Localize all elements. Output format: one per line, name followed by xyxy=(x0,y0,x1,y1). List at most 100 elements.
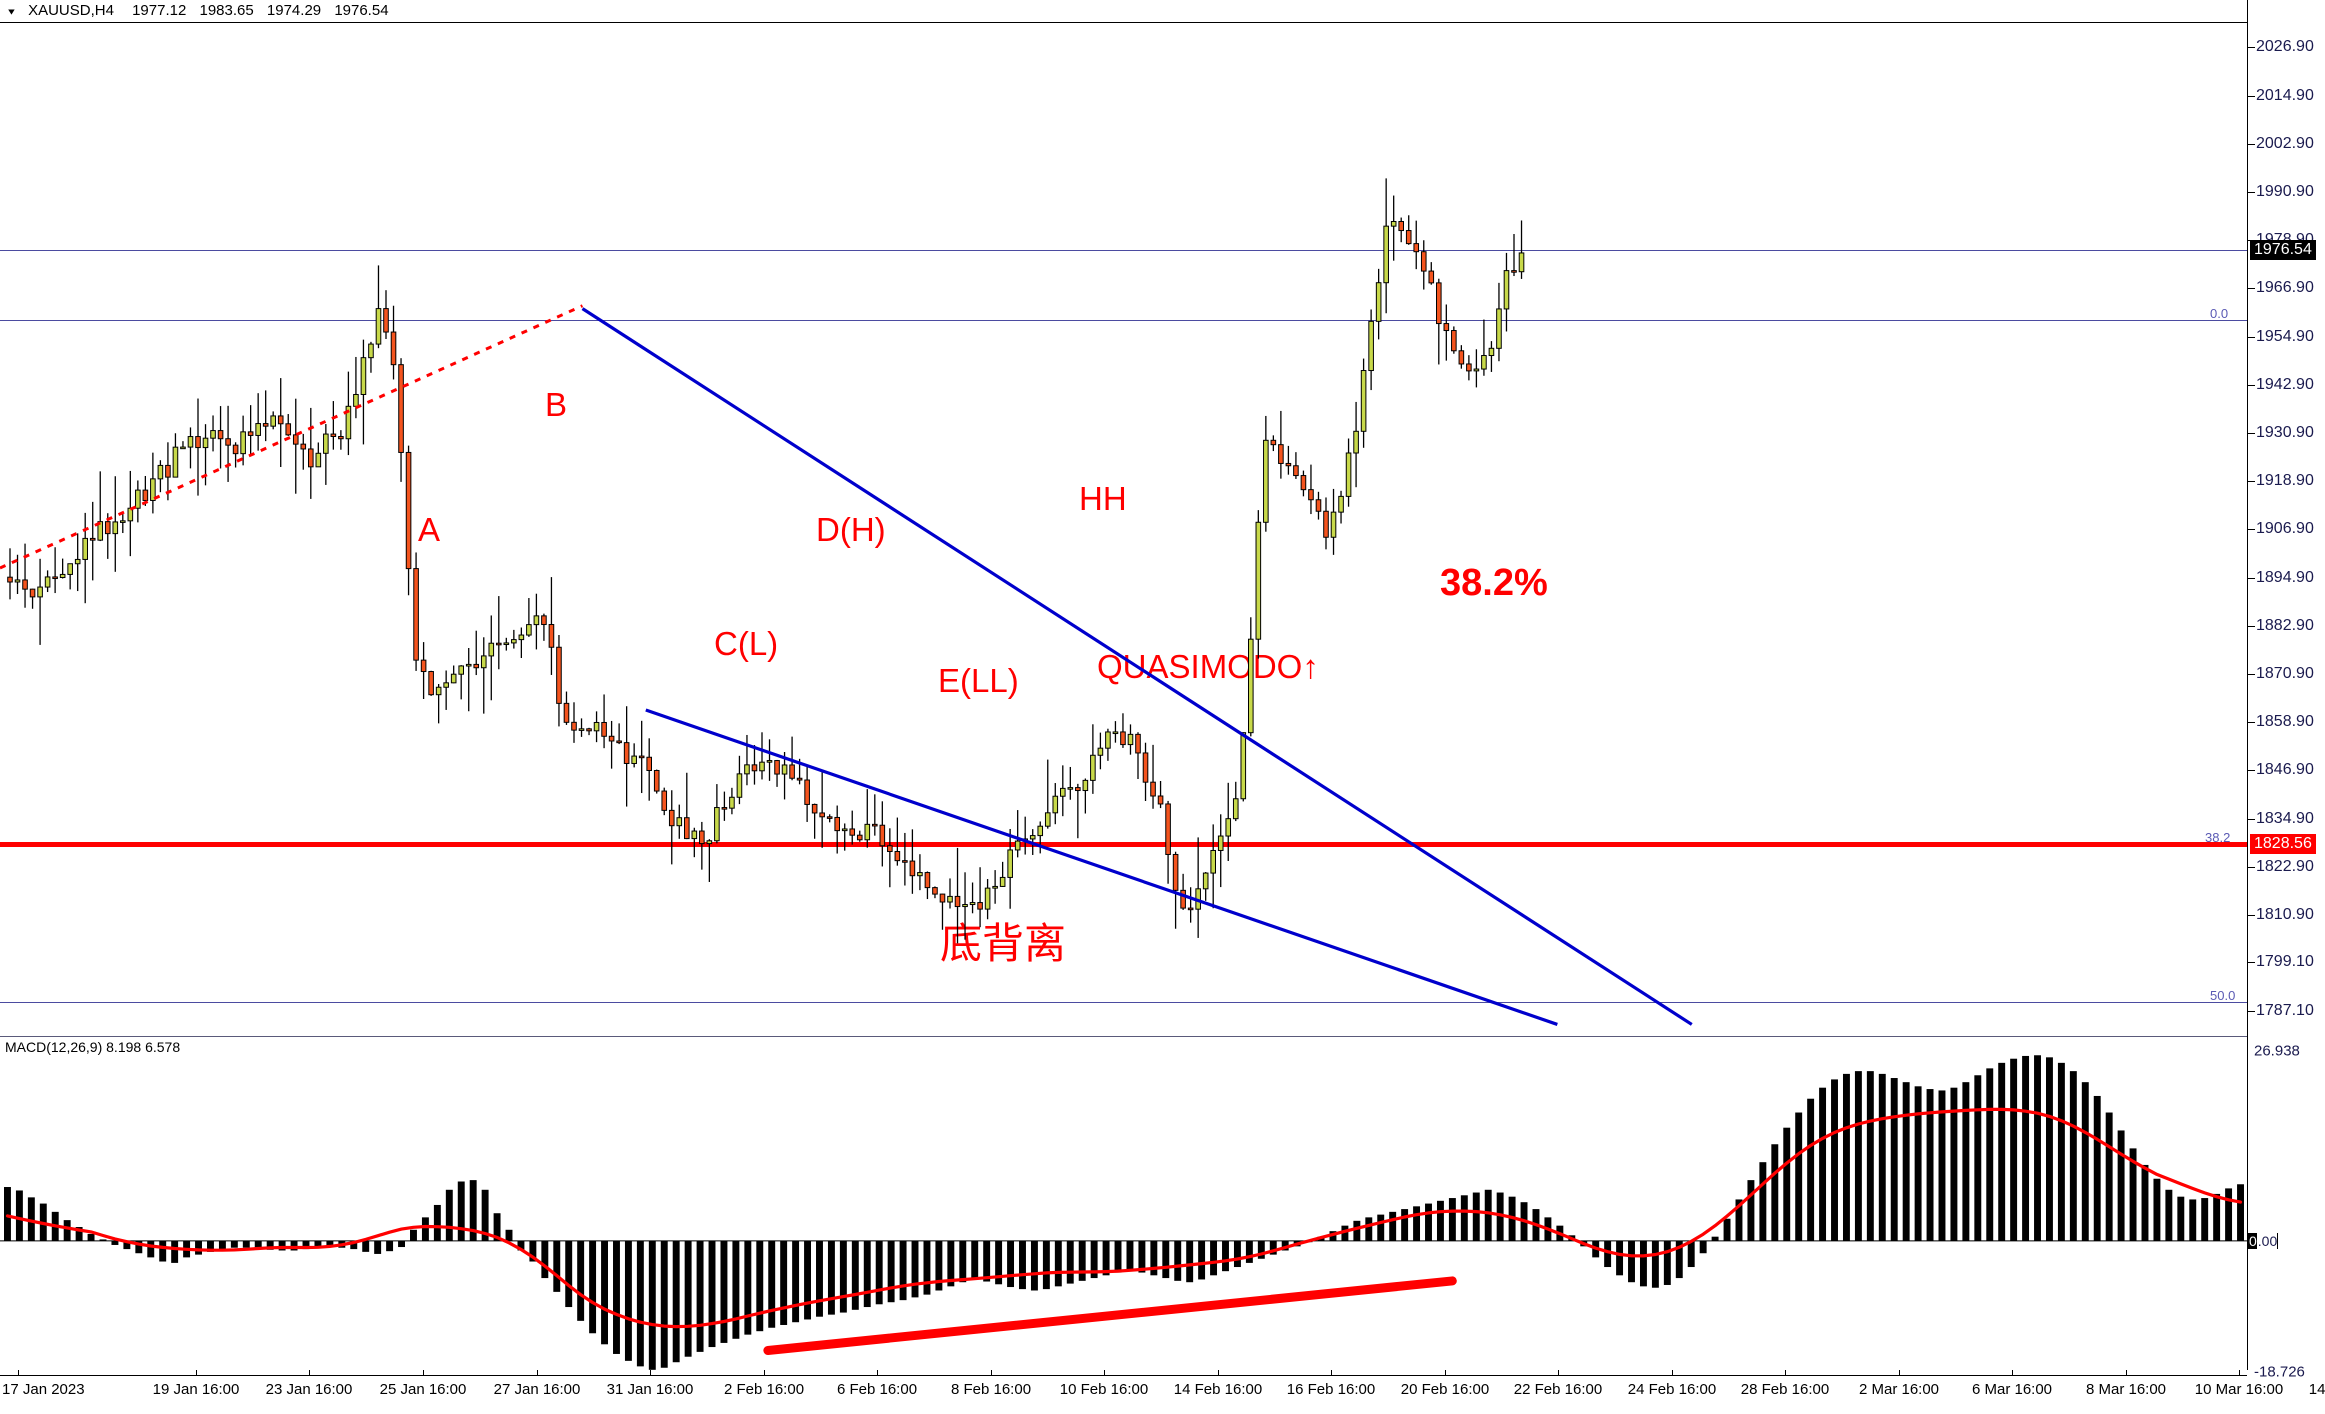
price-axis-label: 1799.10 xyxy=(2256,953,2314,971)
time-tick xyxy=(423,1370,424,1376)
price-axis-label: 1942.90 xyxy=(2256,375,2314,393)
pane-separator xyxy=(0,1036,2247,1037)
price-pane[interactable] xyxy=(0,22,2247,1036)
time-axis-label: 19 Jan 16:00 xyxy=(152,1381,240,1398)
current-price-tag: 1976.54 xyxy=(2250,239,2316,260)
time-tick xyxy=(309,1370,310,1376)
macd-min-label: -18.726 xyxy=(2254,1363,2305,1381)
time-tick xyxy=(2012,1370,2013,1376)
time-tick xyxy=(1785,1370,1786,1376)
chart-menu-caret-icon[interactable]: ▼ xyxy=(6,7,17,17)
price-tick xyxy=(2248,481,2255,483)
price-axis-label: 1966.90 xyxy=(2256,279,2314,297)
price-axis-label: 1834.90 xyxy=(2256,809,2314,827)
time-tick xyxy=(1331,1370,1332,1376)
price-tick xyxy=(2248,866,2255,868)
time-tick xyxy=(2239,1370,2240,1376)
time-axis-label: 2 Feb 16:00 xyxy=(723,1381,805,1398)
price-axis-label: 1810.90 xyxy=(2256,905,2314,923)
price-tick xyxy=(2248,384,2255,386)
macd-max-label: 26.938 xyxy=(2254,1042,2300,1060)
price-tick xyxy=(2248,143,2255,145)
time-tick xyxy=(877,1370,878,1376)
price-axis-label: 1990.90 xyxy=(2256,183,2314,201)
time-tick xyxy=(1672,1370,1673,1376)
time-tick xyxy=(1218,1370,1219,1376)
fib-price-tag: 1828.56 xyxy=(2250,834,2316,854)
time-tick xyxy=(1445,1370,1446,1376)
price-tick xyxy=(2248,577,2255,579)
price-tick xyxy=(2248,770,2255,772)
time-axis-label: 22 Feb 16:00 xyxy=(1513,1381,1603,1398)
time-axis-label: 24 Feb 16:00 xyxy=(1627,1381,1717,1398)
time-tick xyxy=(1899,1370,1900,1376)
annotation-hh: HH xyxy=(1079,480,1127,517)
time-axis-label: 10 Mar 16:00 xyxy=(2194,1381,2284,1398)
time-tick xyxy=(196,1370,197,1376)
time-axis-label: 14 Feb 16:00 xyxy=(1173,1381,1263,1398)
annotation-a: A xyxy=(418,511,441,548)
price-axis-label: 1954.90 xyxy=(2256,327,2314,345)
macd-header: MACD(12,26,9) 8.198 6.578 xyxy=(5,1039,181,1055)
price-axis-label: 1906.90 xyxy=(2256,520,2314,538)
price-tick xyxy=(2248,336,2255,338)
price-tick xyxy=(2248,433,2255,435)
price-tick xyxy=(2248,95,2255,97)
time-tick xyxy=(1558,1370,1559,1376)
price-axis-label: 1870.90 xyxy=(2256,664,2314,682)
annotation-e: E(LL) xyxy=(938,662,1019,699)
fib-level-label-0-0: 0.0 xyxy=(2210,306,2229,322)
time-axis-label: 8 Mar 16:00 xyxy=(2085,1381,2167,1398)
low-value: 1974.29 xyxy=(266,2,322,19)
fib-50-line xyxy=(0,1002,2247,1004)
price-tick xyxy=(2248,722,2255,724)
price-tick xyxy=(2248,914,2255,916)
time-axis-label: 6 Mar 16:00 xyxy=(1971,1381,2053,1398)
price-axis-label: 1846.90 xyxy=(2256,761,2314,779)
fib-0-line xyxy=(0,320,2247,322)
time-axis-label: 23 Jan 16:00 xyxy=(265,1381,353,1398)
time-axis-label: 14 Mar 16:00 xyxy=(2308,1381,2325,1398)
annotation-d: D(H) xyxy=(816,511,886,548)
time-axis-label: 31 Jan 16:00 xyxy=(606,1381,694,1398)
price-axis-label: 1894.90 xyxy=(2256,568,2314,586)
price-axis-label: 1787.10 xyxy=(2256,1001,2314,1019)
annotation-c: C(L) xyxy=(714,625,779,662)
time-tick xyxy=(2126,1370,2127,1376)
close-value: 1976.54 xyxy=(334,2,389,19)
price-axis-label: 2014.90 xyxy=(2256,86,2314,104)
macd-pane[interactable]: MACD(12,26,9) 8.198 6.578 xyxy=(0,1037,2247,1376)
price-tick xyxy=(2248,288,2255,290)
time-axis-label: 27 Jan 16:00 xyxy=(493,1381,581,1398)
price-tick xyxy=(2248,962,2255,964)
price-tick xyxy=(2248,192,2255,194)
high-value: 1983.65 xyxy=(199,2,254,19)
ohlc-values: 1977.12 1983.65 1974.29 1976.54 xyxy=(132,2,397,19)
time-tick xyxy=(991,1370,992,1376)
time-axis-label: 16 Feb 16:00 xyxy=(1286,1381,1376,1398)
fib-level-label-50-0: 50.0 xyxy=(2210,988,2236,1004)
price-axis-line xyxy=(2247,0,2248,1370)
chart-header: ▼ XAUUSD,H4 1977.12 1983.65 1974.29 1976… xyxy=(0,0,2247,23)
time-axis-label: 6 Feb 16:00 xyxy=(836,1381,918,1398)
price-tick xyxy=(2248,1010,2255,1012)
fib-level-label-38-2: 38.2 xyxy=(2205,830,2231,845)
time-axis-label: 10 Feb 16:00 xyxy=(1059,1381,1149,1398)
current-price-line xyxy=(0,249,2247,251)
time-axis-label: 28 Feb 16:00 xyxy=(1740,1381,1830,1398)
price-axis-label: 1822.90 xyxy=(2256,857,2314,875)
macd-zero-label: 0.00 xyxy=(2248,1232,2279,1249)
open-value: 1977.12 xyxy=(132,2,187,19)
price-axis-label: 1858.90 xyxy=(2256,713,2314,731)
time-tick xyxy=(764,1370,765,1376)
price-tick xyxy=(2248,625,2255,627)
price-tick xyxy=(2248,47,2255,49)
annotation-divergence: 底背离 xyxy=(940,920,1067,967)
price-axis-label: 1930.90 xyxy=(2256,424,2314,442)
price-tick xyxy=(2248,673,2255,675)
price-axis-label: 1918.90 xyxy=(2256,472,2314,490)
annotation-fib382: 38.2% xyxy=(1440,562,1548,604)
time-tick xyxy=(18,1370,19,1376)
annotation-b: B xyxy=(545,386,568,423)
